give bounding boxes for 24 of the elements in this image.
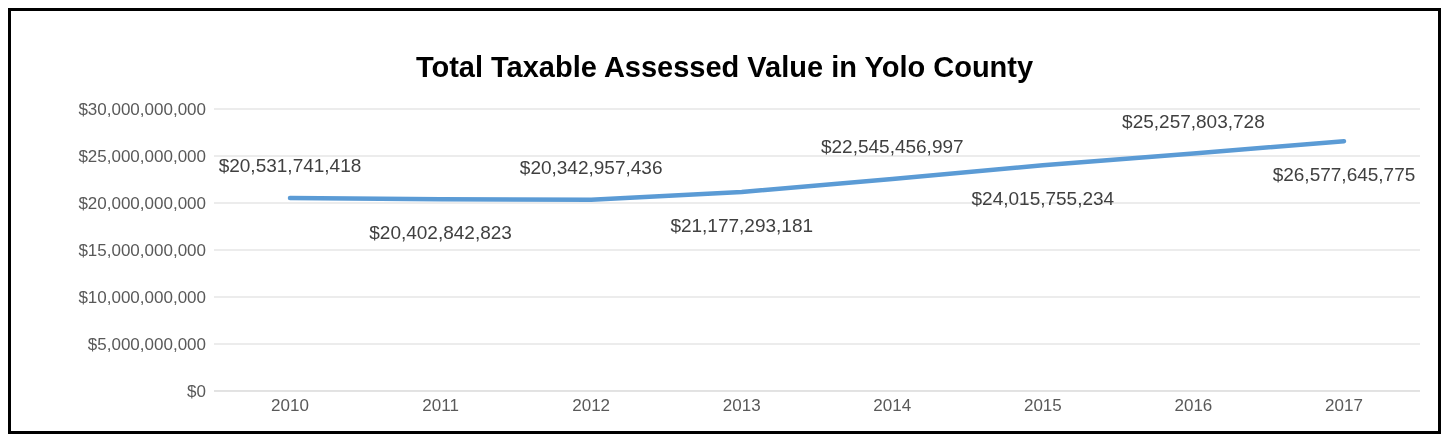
y-tick-label: $20,000,000,000: [78, 194, 206, 214]
x-tick-label: 2017: [1325, 396, 1363, 416]
x-tick-label: 2011: [422, 396, 459, 416]
y-tick-label: $25,000,000,000: [78, 147, 206, 167]
chart-title: Total Taxable Assessed Value in Yolo County: [414, 50, 1035, 85]
data-label: $25,257,803,728: [1122, 110, 1265, 132]
y-tick-label: $5,000,000,000: [87, 335, 206, 355]
y-tick-label: $0: [187, 382, 206, 402]
data-label: $22,545,456,997: [820, 136, 964, 158]
data-label: $20,531,741,418: [218, 155, 362, 176]
x-tick-label: 2012: [572, 396, 611, 416]
data-label: $20,342,957,436: [519, 156, 663, 178]
data-label: $26,577,645,775: [1272, 164, 1416, 186]
x-tick-label: 2013: [722, 396, 761, 416]
x-tick-label: 2016: [1174, 396, 1213, 416]
y-tick-label: $15,000,000,000: [78, 241, 206, 261]
y-tick-label: $30,000,000,000: [78, 100, 206, 120]
x-tick-label: 2015: [1023, 396, 1062, 416]
y-tick-label: $10,000,000,000: [78, 288, 206, 308]
data-label: $24,015,755,234: [971, 188, 1115, 210]
x-tick-label: 2010: [271, 396, 309, 416]
x-tick-label: 2014: [873, 396, 912, 416]
data-label: $21,177,293,181: [670, 214, 814, 236]
data-label: $20,402,842,823: [369, 222, 512, 244]
